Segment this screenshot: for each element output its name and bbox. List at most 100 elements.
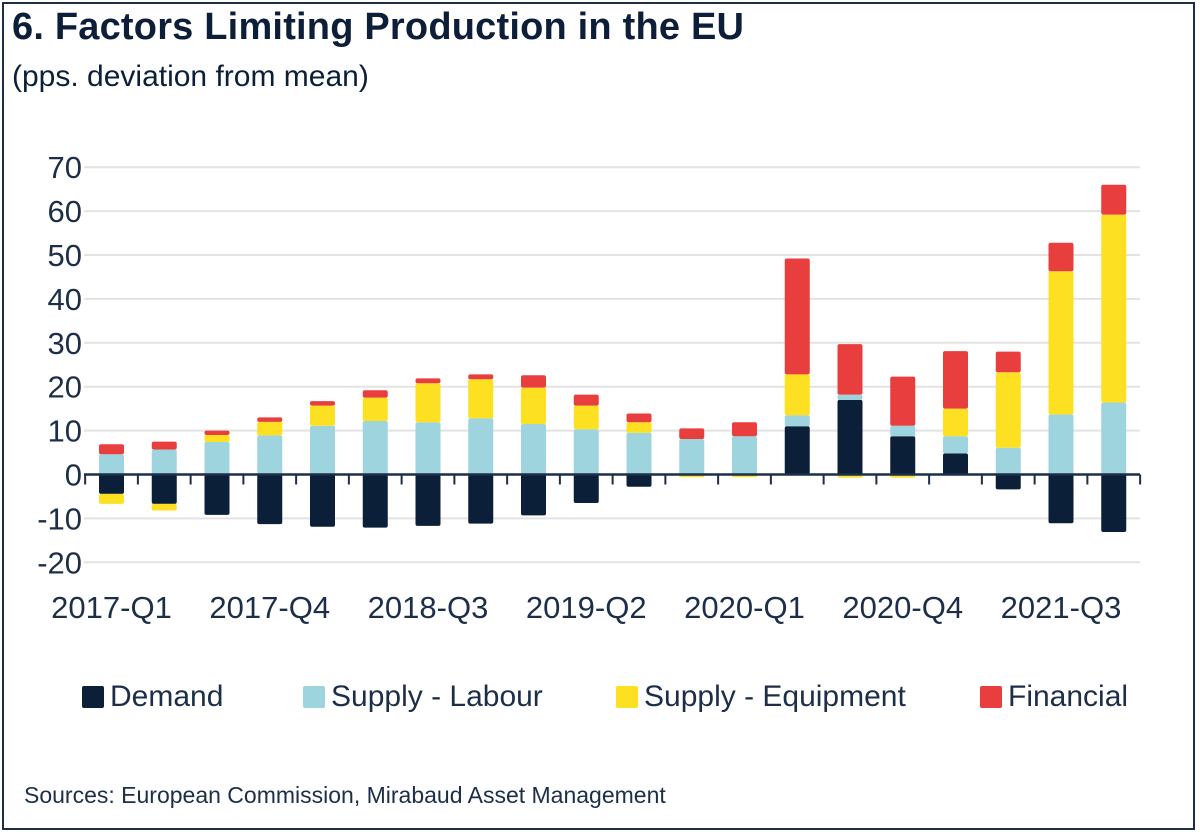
bar-segment-financial: [99, 444, 124, 455]
y-tick-label: 60: [48, 194, 82, 229]
bar-segment-financial: [1101, 184, 1127, 215]
y-tick-label: -10: [37, 501, 82, 536]
y-tick-label: 20: [48, 370, 82, 405]
x-tick-label: 2019-Q2: [526, 590, 647, 625]
legend-swatch-labour: [303, 686, 325, 708]
y-tick-label: 10: [48, 414, 82, 449]
bar-segment-demand: [99, 474, 124, 494]
legend-swatch-equipment: [616, 686, 638, 708]
bar-segment-demand: [204, 474, 230, 515]
bar-segment-equipment: [1048, 271, 1074, 415]
y-tick-label: -20: [37, 545, 82, 580]
bar-segment-equipment: [943, 408, 968, 437]
bar-segment-demand: [415, 474, 441, 526]
bar-segment-equipment: [995, 372, 1021, 448]
bar-segment-financial: [679, 428, 705, 439]
bar-segment-equipment: [362, 397, 388, 421]
legend-item-demand: Demand: [82, 680, 223, 714]
bar-segment-equipment: [151, 503, 177, 511]
bar-segment-financial: [310, 401, 335, 406]
bar-stack: [151, 441, 177, 511]
bar-segment-demand: [521, 474, 546, 516]
bar-segment-labour: [151, 449, 177, 475]
bar-segment-labour: [679, 438, 705, 475]
bar-segment-financial: [151, 441, 177, 450]
bar-stack: [257, 417, 283, 525]
bar-segment-labour: [1101, 402, 1127, 475]
bar-stack: [784, 258, 810, 475]
x-axis: [84, 473, 1142, 485]
legend-item-labour: Supply - Labour: [303, 680, 543, 714]
bar-segment-equipment: [784, 374, 810, 416]
legend-item-equipment: Supply - Equipment: [616, 680, 906, 714]
bar-segment-financial: [943, 351, 968, 409]
bar-segment-financial: [204, 430, 230, 435]
bar-segment-financial: [573, 394, 599, 406]
bar-segment-financial: [257, 417, 283, 422]
bar-segment-financial: [1048, 242, 1074, 272]
bar-segment-equipment: [257, 421, 283, 436]
bar-stack: [626, 413, 652, 487]
bar-segment-labour: [1048, 414, 1074, 475]
y-tick-label: 30: [48, 326, 82, 361]
bar-segment-equipment: [1101, 214, 1127, 403]
bar-stack: [732, 422, 757, 478]
legend-label-financial: Financial: [1008, 680, 1129, 713]
bar-segment-labour: [310, 425, 335, 475]
bar-segment-labour: [837, 394, 863, 400]
bar-stack: [1048, 242, 1074, 524]
legend-label-equipment: Supply - Equipment: [644, 680, 906, 713]
bar-segment-labour: [257, 435, 283, 475]
legend-swatch-demand: [82, 686, 104, 708]
gridlines: [84, 166, 1140, 564]
bar-segment-labour: [468, 418, 494, 475]
x-tick-label: 2020-Q1: [684, 590, 805, 625]
y-tick-label: 70: [48, 150, 82, 185]
bar-segment-equipment: [99, 493, 124, 504]
x-tick-label: 2018-Q3: [368, 590, 489, 625]
bar-segment-labour: [362, 420, 388, 475]
bar-stack: [943, 351, 968, 475]
bar-segment-demand: [837, 399, 863, 475]
chart-title: 6. Factors Limiting Production in the EU: [12, 6, 745, 48]
bar-segment-labour: [415, 422, 441, 475]
bar-segment-labour: [995, 447, 1021, 475]
bar-segment-labour: [626, 432, 652, 475]
y-axis-tick-labels: 70 60 50 40 30 20 10 0 -10 -20: [37, 150, 82, 580]
bar-segment-labour: [732, 436, 757, 475]
bar-stack: [310, 401, 335, 527]
bar-stack: [99, 444, 124, 504]
bar-stack: [995, 351, 1021, 490]
bar-stack: [573, 394, 599, 504]
bar-segment-financial: [626, 413, 652, 423]
bar-segment-labour: [204, 442, 230, 475]
bar-segment-demand: [943, 453, 968, 475]
bar-segment-demand: [1048, 474, 1074, 524]
x-axis-tick-labels: 2017-Q1 2017-Q4 2018-Q3 2019-Q2 2020-Q1 2020-…: [51, 590, 1121, 625]
bar-stack: [204, 430, 230, 515]
bar-stack: [415, 378, 441, 526]
legend-item-financial: Financial: [980, 680, 1128, 714]
bar-segment-demand: [573, 474, 599, 504]
bar-segment-demand: [151, 474, 177, 504]
bar-segment-financial: [521, 375, 546, 388]
bar-segment-financial: [784, 258, 810, 375]
bar-segment-demand: [362, 474, 388, 528]
bar-segment-financial: [890, 376, 916, 426]
bar-segment-demand: [468, 474, 494, 524]
x-tick-label: 2017-Q1: [51, 590, 172, 625]
bar-segment-labour: [573, 429, 599, 475]
bar-stack: [679, 428, 705, 478]
legend-swatch-financial: [980, 686, 1002, 708]
bar-segment-labour: [784, 415, 810, 427]
bar-segment-demand: [310, 474, 335, 527]
source-note: Sources: European Commission, Mirabaud A…: [24, 782, 666, 808]
bar-segment-demand: [626, 474, 652, 487]
bar-segment-demand: [890, 436, 916, 475]
bar-segment-labour: [99, 454, 124, 475]
bar-segment-equipment: [521, 387, 546, 425]
bar-segment-financial: [732, 422, 757, 437]
bar-segment-demand: [257, 474, 283, 525]
x-tick-label: 2017-Q4: [209, 590, 330, 625]
